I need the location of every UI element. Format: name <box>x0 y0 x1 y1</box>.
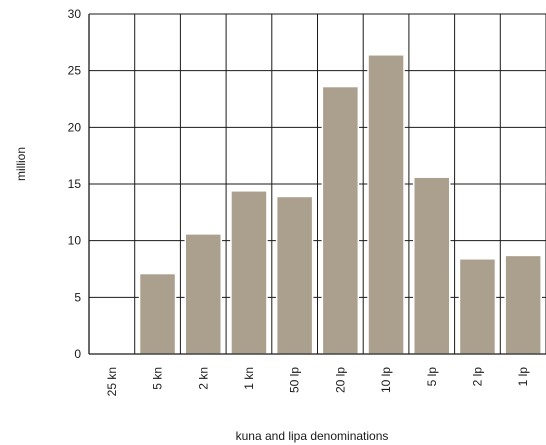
bar <box>231 191 267 354</box>
x-tick-label: 1 lp <box>516 367 530 387</box>
x-tick-label: 20 lp <box>333 367 347 393</box>
bar <box>322 87 358 354</box>
y-tick-labels: 0 5 10 15 20 25 30 <box>68 7 82 361</box>
bar <box>185 234 221 354</box>
y-tick-label: 15 <box>68 177 82 191</box>
x-tick-label: 5 lp <box>425 367 439 387</box>
y-tick-label: 5 <box>74 290 81 304</box>
x-tick-labels: 25 kn 5 kn 2 kn 1 kn 50 lp 20 lp 10 lp 5 lp 2 lp… <box>105 367 530 397</box>
y-tick-label: 10 <box>68 234 82 248</box>
x-tick-label: 1 kn <box>242 367 256 390</box>
bars <box>140 55 542 354</box>
x-tick-label: 25 kn <box>105 367 119 396</box>
x-tick-label: 5 kn <box>151 367 165 390</box>
x-tick-label: 10 lp <box>379 367 393 393</box>
bar <box>368 55 404 354</box>
y-tick-label: 20 <box>68 120 82 134</box>
x-tick-label: 2 kn <box>196 367 210 390</box>
bar <box>140 274 176 354</box>
y-tick-label: 25 <box>68 64 82 78</box>
x-tick-label: 50 lp <box>288 367 302 393</box>
bar <box>277 196 313 354</box>
bar <box>459 259 495 354</box>
y-tick-label: 30 <box>68 7 82 21</box>
y-axis-title: million <box>14 147 28 181</box>
y-tick-label: 0 <box>74 347 81 361</box>
x-axis-title: kuna and lipa denominations <box>236 429 389 443</box>
bar <box>414 177 450 354</box>
x-tick-label: 2 lp <box>470 367 484 387</box>
bar <box>505 255 541 354</box>
